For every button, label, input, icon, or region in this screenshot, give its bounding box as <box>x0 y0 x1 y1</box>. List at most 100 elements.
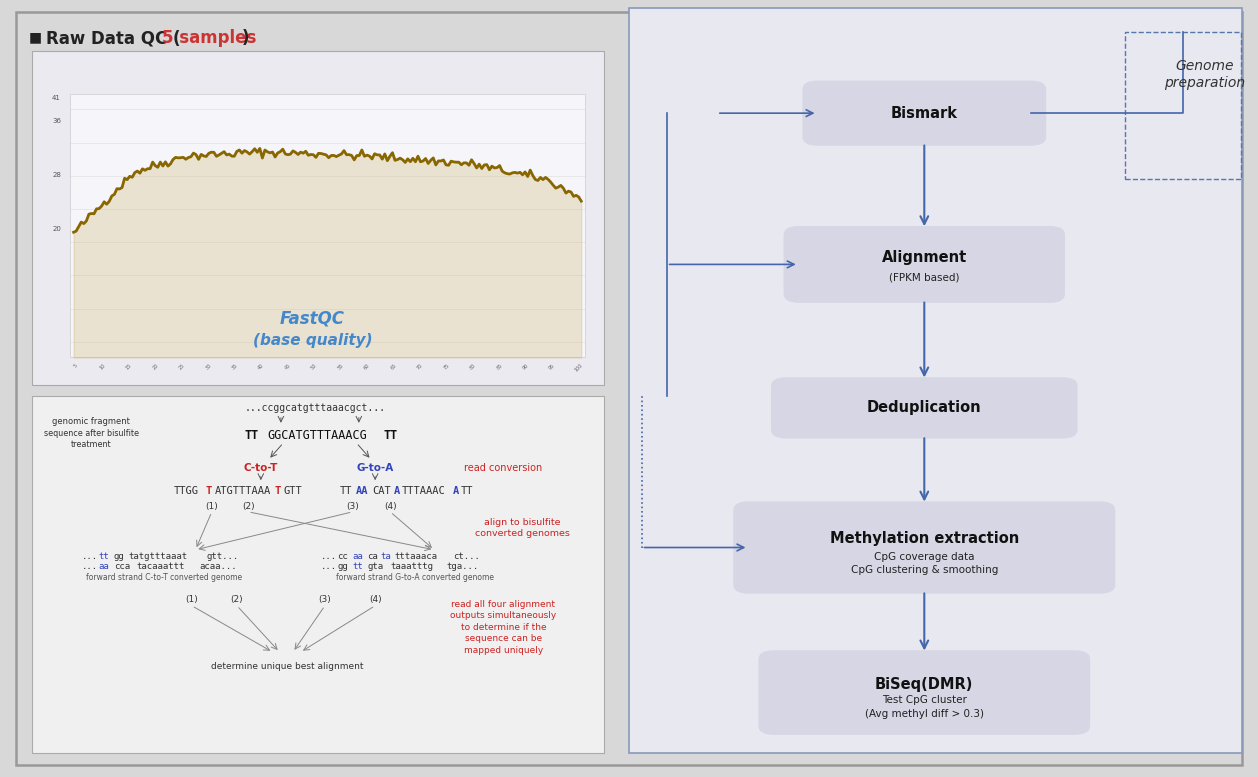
Text: tatgtttaaat: tatgtttaaat <box>128 552 187 561</box>
Text: gg: gg <box>337 563 348 571</box>
Text: BiSeq(DMR): BiSeq(DMR) <box>876 677 974 692</box>
Text: gg: gg <box>113 552 125 561</box>
Text: sequence after bisulfite
treatment: sequence after bisulfite treatment <box>44 429 138 449</box>
Text: GTT: GTT <box>283 486 302 496</box>
Text: 5 samples: 5 samples <box>161 30 255 47</box>
Text: ATGTTTAAA: ATGTTTAAA <box>214 486 270 496</box>
Text: ct...: ct... <box>453 552 481 561</box>
Text: genomic fragment: genomic fragment <box>53 416 130 426</box>
Text: CAT: CAT <box>372 486 391 496</box>
Text: 80: 80 <box>469 363 477 371</box>
Text: ...: ... <box>321 552 337 561</box>
Text: gta: gta <box>367 563 384 571</box>
Text: 40: 40 <box>258 363 265 371</box>
Text: ta: ta <box>380 552 391 561</box>
FancyBboxPatch shape <box>803 81 1047 146</box>
FancyBboxPatch shape <box>733 501 1116 594</box>
Text: 95: 95 <box>548 363 556 371</box>
Text: GGCATGTTTAAACG: GGCATGTTTAAACG <box>267 429 367 441</box>
Text: A: A <box>394 486 400 496</box>
Text: Deduplication: Deduplication <box>867 400 981 416</box>
Text: Alignment: Alignment <box>882 250 967 265</box>
Text: Genome
preparation: Genome preparation <box>1164 59 1245 90</box>
Text: CpG coverage data
CpG clustering & smoothing: CpG coverage data CpG clustering & smoot… <box>850 552 998 575</box>
Text: tacaaattt: tacaaattt <box>136 563 185 571</box>
Text: taaatttg: taaatttg <box>390 563 433 571</box>
Text: 85: 85 <box>496 363 503 371</box>
FancyBboxPatch shape <box>629 9 1242 753</box>
Text: C-to-T: C-to-T <box>244 462 278 472</box>
Text: forward strand G-to-A converted genome: forward strand G-to-A converted genome <box>336 573 494 582</box>
Text: 45: 45 <box>284 363 292 371</box>
Text: 35: 35 <box>231 363 239 371</box>
Text: aa: aa <box>352 552 364 561</box>
Text: (2): (2) <box>242 502 254 511</box>
Text: TT: TT <box>384 429 399 441</box>
Text: (4): (4) <box>369 595 381 604</box>
Text: 55: 55 <box>337 363 345 371</box>
Text: ...: ... <box>82 563 98 571</box>
Text: acaa...: acaa... <box>199 563 237 571</box>
Text: T: T <box>274 486 281 496</box>
Text: FastQC: FastQC <box>279 310 345 328</box>
Text: ■: ■ <box>29 30 42 44</box>
Text: aa: aa <box>98 563 109 571</box>
Text: Raw Data QC (: Raw Data QC ( <box>47 30 180 47</box>
Text: (3): (3) <box>318 595 331 604</box>
Text: 30: 30 <box>204 363 213 371</box>
Text: read all four alignment
outputs simultaneously
to determine if the
sequence can : read all four alignment outputs simultan… <box>450 600 556 655</box>
Text: 100: 100 <box>574 363 584 373</box>
Text: ): ) <box>242 30 249 47</box>
Text: tt: tt <box>98 552 109 561</box>
Text: 36: 36 <box>52 118 60 124</box>
Text: G-to-A: G-to-A <box>356 462 394 472</box>
Text: ...: ... <box>321 563 337 571</box>
Text: ...ccggcatgtttaaacgct...: ...ccggcatgtttaaacgct... <box>244 403 385 413</box>
Text: ...: ... <box>82 552 98 561</box>
Text: 60: 60 <box>364 363 371 371</box>
Text: ca: ca <box>367 552 379 561</box>
Text: determine unique best alignment: determine unique best alignment <box>211 662 364 671</box>
Text: tt: tt <box>352 563 364 571</box>
Text: cca: cca <box>113 563 130 571</box>
FancyBboxPatch shape <box>33 396 604 753</box>
Text: 20: 20 <box>52 227 60 232</box>
FancyBboxPatch shape <box>784 226 1066 303</box>
FancyBboxPatch shape <box>69 94 585 357</box>
Text: TT: TT <box>340 486 352 496</box>
Text: read conversion: read conversion <box>464 462 542 472</box>
Text: 28: 28 <box>52 172 60 178</box>
Text: forward strand C-to-T converted genome: forward strand C-to-T converted genome <box>86 573 242 582</box>
Text: (1): (1) <box>185 595 198 604</box>
Text: align to bisulfite
converted genomes: align to bisulfite converted genomes <box>474 518 570 538</box>
Text: AA: AA <box>356 486 369 496</box>
Text: cc: cc <box>337 552 348 561</box>
Text: 10: 10 <box>98 363 107 371</box>
Text: 70: 70 <box>416 363 424 371</box>
Text: (base quality): (base quality) <box>253 333 372 348</box>
Text: 5: 5 <box>73 363 79 368</box>
FancyBboxPatch shape <box>16 12 1242 765</box>
Text: (4): (4) <box>384 502 396 511</box>
Text: tga...: tga... <box>447 563 479 571</box>
Text: 90: 90 <box>522 363 530 371</box>
Text: (2): (2) <box>230 595 243 604</box>
Text: (3): (3) <box>346 502 359 511</box>
Text: T: T <box>205 486 211 496</box>
Text: A: A <box>453 486 459 496</box>
Text: 41: 41 <box>52 95 60 101</box>
Text: 25: 25 <box>177 363 186 371</box>
Text: (1): (1) <box>205 502 218 511</box>
Text: Test CpG cluster
(Avg methyl diff > 0.3): Test CpG cluster (Avg methyl diff > 0.3) <box>864 695 984 719</box>
Text: TTGG: TTGG <box>174 486 199 496</box>
Text: TT: TT <box>244 429 259 441</box>
Text: 75: 75 <box>443 363 450 371</box>
Text: TTTAAAC: TTTAAAC <box>401 486 445 496</box>
Text: TT: TT <box>460 486 473 496</box>
Text: 65: 65 <box>390 363 398 371</box>
FancyBboxPatch shape <box>33 51 604 385</box>
Text: 50: 50 <box>311 363 318 371</box>
Text: gtt...: gtt... <box>206 552 239 561</box>
Text: (FPKM based): (FPKM based) <box>889 272 960 282</box>
Text: Methylation extraction: Methylation extraction <box>830 531 1019 546</box>
